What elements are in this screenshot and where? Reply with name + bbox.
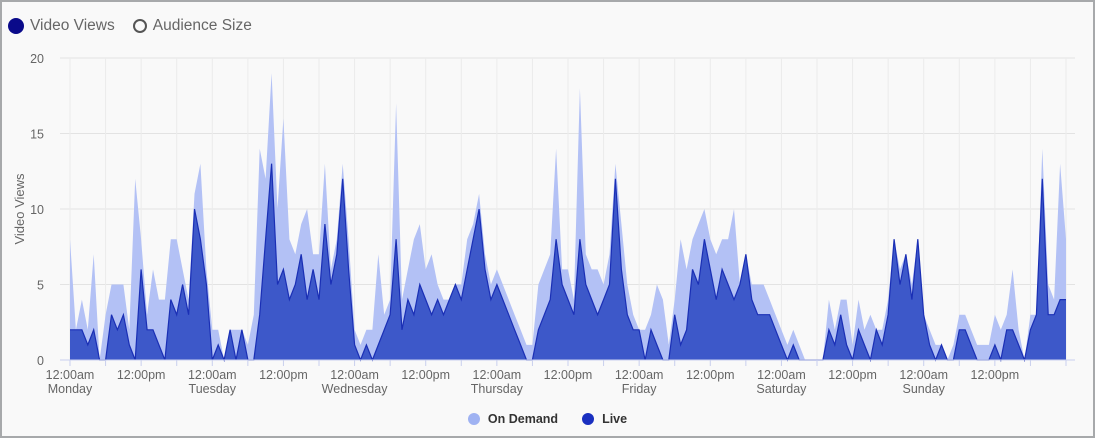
metric-option-audience-size[interactable]: Audience Size bbox=[132, 17, 252, 35]
x-tick-label: 12:00am bbox=[473, 368, 522, 382]
chart-legend: On Demand Live bbox=[0, 412, 1095, 426]
legend-label: Live bbox=[602, 412, 628, 426]
x-tick-day-label: Thursday bbox=[471, 382, 524, 396]
metric-selector: Video Views Audience Size bbox=[8, 17, 270, 35]
on-demand-swatch-icon bbox=[467, 413, 480, 425]
x-tick-day-label: Sunday bbox=[903, 382, 946, 396]
x-tick-label: 12:00pm bbox=[259, 368, 308, 382]
area-live bbox=[70, 163, 1066, 360]
x-tick-label: 12:00pm bbox=[117, 368, 166, 382]
live-swatch-icon bbox=[582, 413, 595, 425]
metric-option-video-views[interactable]: Video Views bbox=[8, 17, 115, 35]
y-axis-label: Video Views bbox=[12, 173, 27, 245]
x-tick-label: 12:00pm bbox=[828, 368, 877, 382]
legend-item-on-demand[interactable]: On Demand bbox=[467, 412, 559, 426]
x-tick-day-label: Friday bbox=[622, 382, 657, 396]
x-tick-day-label: Wednesday bbox=[322, 382, 389, 396]
x-tick-label: 12:00pm bbox=[686, 368, 735, 382]
y-tick-label: 5 bbox=[37, 279, 44, 293]
x-tick-label: 12:00am bbox=[757, 368, 806, 382]
area-on-demand bbox=[70, 73, 1066, 360]
y-tick-label: 20 bbox=[30, 52, 44, 66]
radio-unselected-icon bbox=[132, 19, 147, 33]
y-tick-label: 15 bbox=[30, 128, 44, 142]
x-tick-label: 12:00pm bbox=[971, 368, 1020, 382]
x-tick-label: 12:00pm bbox=[544, 368, 593, 382]
x-tick-label: 12:00am bbox=[615, 368, 664, 382]
x-tick-day-label: Saturday bbox=[756, 382, 807, 396]
x-tick-label: 12:00pm bbox=[401, 368, 450, 382]
y-tick-label: 10 bbox=[30, 203, 44, 217]
x-tick-day-label: Tuesday bbox=[189, 382, 237, 396]
x-tick-label: 12:00am bbox=[188, 368, 237, 382]
radio-selected-icon bbox=[8, 18, 24, 34]
legend-label: On Demand bbox=[487, 412, 559, 426]
metric-label: Audience Size bbox=[152, 17, 252, 34]
x-tick-label: 12:00am bbox=[46, 368, 95, 382]
metric-label: Video Views bbox=[30, 17, 115, 34]
legend-item-live[interactable]: Live bbox=[582, 412, 627, 426]
x-tick-day-label: Monday bbox=[48, 382, 93, 396]
y-tick-label: 0 bbox=[37, 354, 44, 368]
x-tick-label: 12:00am bbox=[899, 368, 948, 382]
x-tick-label: 12:00am bbox=[330, 368, 379, 382]
